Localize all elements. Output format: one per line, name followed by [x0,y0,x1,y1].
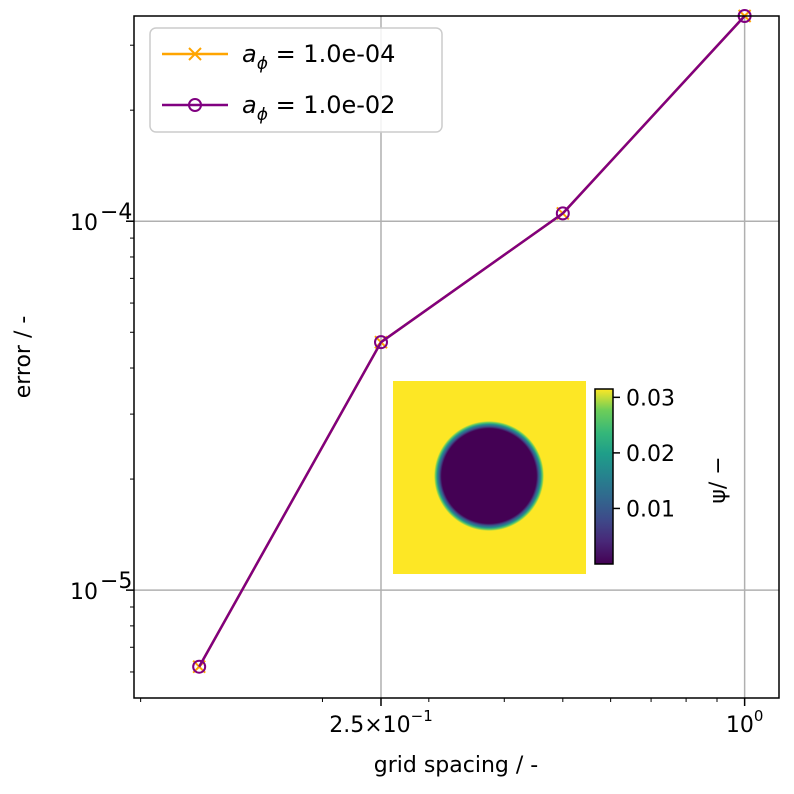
legend-marker-o [188,98,202,112]
y-tick-label: 10 [70,580,98,605]
x-axis-label: grid spacing / - [374,753,538,778]
colorbar-tick-label: 0.01 [626,497,675,522]
colorbar: 0.03 0.02 0.01 ψ/ − [594,386,731,565]
data-point-o [555,206,570,221]
colorbar-gradient [594,388,614,565]
legend-label-1: aϕ = 1.0e-04 [242,40,395,74]
legend-entry-1: aϕ = 1.0e-04 [162,40,395,74]
colorbar-label: ψ/ − [706,456,731,503]
colorbar-ticks: 0.03 0.02 0.01 [613,386,675,522]
x-tick-label: 100 [726,707,764,738]
legend-entry-2: aϕ = 1.0e-02 [162,91,395,125]
plot-frame [133,15,780,699]
colorbar-tick-label: 0.03 [626,386,675,411]
inset-field-image [393,381,586,574]
y-tick-exponent: −4 [100,200,132,225]
legend: aϕ = 1.0e-04 aϕ = 1.0e-02 [149,27,443,133]
y-axis-label: error / - [11,316,36,399]
y-tick-exponent: −5 [100,569,132,594]
data-point-o [373,335,388,350]
colorbar-tick-label: 0.02 [626,442,675,467]
legend-label-2: aϕ = 1.0e-02 [242,91,395,125]
x-tick-label: 2.5×10−1 [329,707,433,738]
y-tick-label: 10 [70,211,98,236]
series-line-2 [198,15,746,668]
data-point-o [192,659,207,674]
legend-marker-x [188,47,202,61]
inset-circle-region [434,421,544,531]
